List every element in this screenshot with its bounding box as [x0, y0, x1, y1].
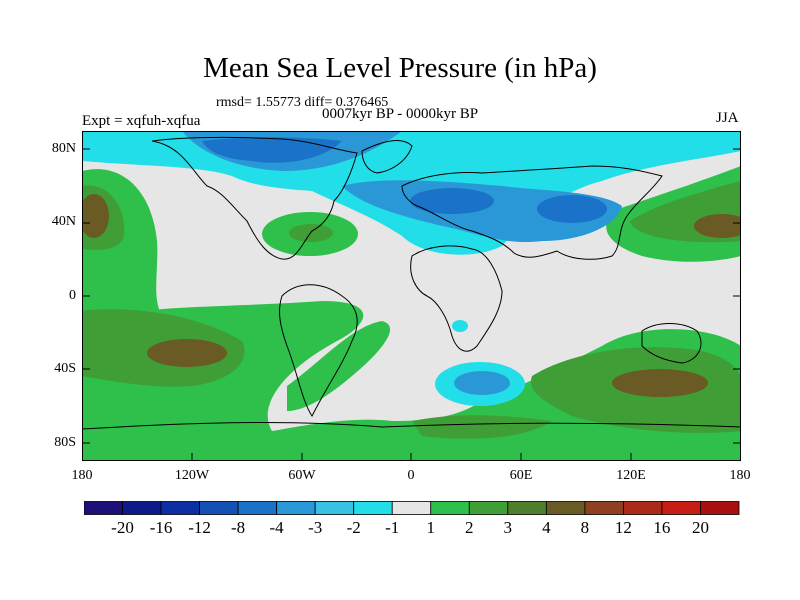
lat-label-40n: 40N — [51, 214, 76, 229]
lon-label-120e: 120E — [616, 468, 646, 483]
colorbar-label: -8 — [231, 518, 246, 537]
colorbar-box — [700, 501, 740, 515]
map-panel — [82, 131, 741, 461]
lon-label-120w: 120W — [174, 468, 210, 483]
colorbar-label: 1 — [426, 518, 436, 537]
colorbar-box — [353, 501, 393, 515]
lat-label-80n: 80N — [51, 141, 76, 156]
experiment-label: Expt = xqfuh-xqfua — [82, 113, 201, 129]
colorbar-label: 8 — [580, 518, 590, 537]
colorbar-box — [545, 501, 586, 515]
colorbar-box — [84, 501, 123, 515]
colorbar-label: 12 — [614, 518, 632, 537]
colorbar-box — [391, 501, 432, 515]
colorbar-label: 4 — [542, 518, 551, 537]
colorbar-box — [199, 501, 239, 515]
colorbar-box — [314, 501, 355, 515]
colorbar-label: -1 — [385, 518, 400, 537]
colorbar-label: 20 — [692, 518, 709, 537]
colorbar-label: -16 — [149, 518, 173, 537]
positive-anomaly-high — [82, 194, 741, 397]
colorbar-box — [122, 501, 162, 515]
colorbar — [84, 501, 740, 515]
axis-ticks — [82, 148, 741, 461]
colorbar-label: -12 — [188, 518, 211, 537]
colorbar-box — [276, 501, 316, 515]
colorbar-label: 16 — [653, 518, 671, 537]
lon-label-180e: 180 — [729, 468, 751, 483]
colorbar-label: -2 — [346, 518, 361, 537]
coastlines — [82, 136, 741, 430]
lat-label-40s: 40S — [54, 361, 76, 376]
colorbar-label: 3 — [503, 518, 513, 537]
plot-title: Mean Sea Level Pressure (in hPa) — [203, 52, 597, 84]
subtitle: 0007kyr BP - 0000kyr BP — [322, 106, 479, 122]
negative-anomaly-high — [202, 137, 607, 223]
colorbar-label: -3 — [308, 518, 323, 537]
colorbar-box — [584, 501, 624, 515]
lat-label-0: 0 — [69, 288, 76, 303]
colorbar-box — [237, 501, 278, 515]
season-label: JJA — [716, 110, 739, 126]
colorbar-box — [507, 501, 547, 515]
colorbar-box — [468, 501, 509, 515]
lon-label-0: 0 — [407, 468, 415, 483]
colorbar-box — [623, 501, 663, 515]
colorbar-label: -20 — [111, 518, 134, 537]
colorbar-box — [661, 501, 701, 515]
stats-text: rmsd= 1.55773 diff= 0.376465 — [216, 95, 389, 110]
colorbar-label: -4 — [269, 518, 284, 537]
lon-label-180w: 180 — [71, 468, 93, 483]
colorbar-label: 2 — [465, 518, 474, 537]
lat-label-80s: 80S — [54, 435, 76, 450]
lon-label-60w: 60W — [288, 468, 316, 483]
colorbar-box — [430, 501, 470, 515]
colorbar-box — [160, 501, 200, 515]
lon-label-60e: 60E — [509, 468, 533, 483]
